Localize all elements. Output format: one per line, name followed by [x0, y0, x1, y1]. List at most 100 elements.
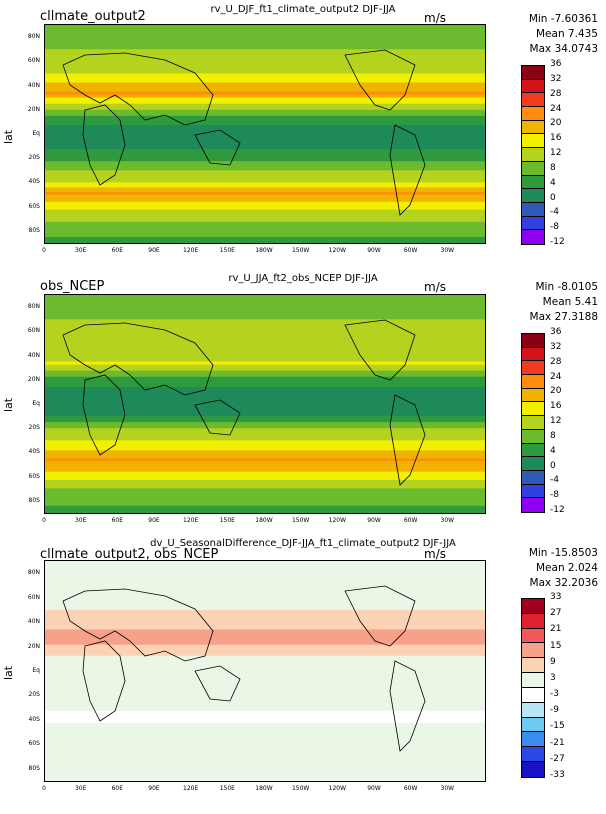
- field-band: [45, 319, 485, 324]
- field-band: [45, 227, 485, 232]
- colorbar: [521, 65, 545, 245]
- field-band: [45, 722, 485, 727]
- field-band: [45, 29, 485, 34]
- field-band: [45, 719, 485, 724]
- coastline: [344, 319, 416, 381]
- chart-title: rv_U_DJF_ft1_climate_output2 DJF-JJA: [210, 4, 396, 15]
- field-band: [45, 327, 485, 332]
- field-band: [45, 647, 485, 651]
- colorbar-swatch: [522, 687, 544, 703]
- field-band: [45, 567, 485, 574]
- y-tick-label: 80N: [27, 33, 40, 41]
- field-band: [45, 452, 485, 456]
- field-band: [45, 561, 485, 568]
- field-band: [45, 597, 485, 603]
- stat-min: Min -15.8503: [528, 547, 598, 559]
- x-tick-label: 150W: [291, 247, 310, 254]
- colorbar-swatch: [522, 148, 544, 162]
- field-band: [45, 740, 485, 745]
- field-band: [45, 502, 485, 507]
- colorbar-tick-label: 24: [550, 371, 562, 382]
- field-band: [45, 609, 485, 615]
- colorbar-tick-label: -15: [550, 721, 565, 732]
- field-band: [45, 419, 485, 423]
- colorbar-tick-label: 0: [550, 192, 556, 203]
- field-band: [45, 79, 485, 84]
- field-band: [45, 407, 485, 411]
- x-tick-label: 90E: [148, 517, 160, 524]
- y-tick-label: 40S: [28, 178, 40, 186]
- field-band: [45, 361, 485, 366]
- colorbar-tick-label: -27: [550, 753, 565, 764]
- field-band: [45, 323, 485, 328]
- field-band: [45, 109, 485, 114]
- field-band: [45, 466, 485, 470]
- field-band: [45, 65, 485, 71]
- stat-max: Max 27.3188: [529, 311, 598, 323]
- field-band: [45, 391, 485, 395]
- field-band: [45, 443, 485, 447]
- colorbar-tick-label: 4: [550, 177, 556, 188]
- field-band: [45, 479, 485, 484]
- x-tick-label: 60E: [111, 785, 124, 792]
- y-tick-label: 20N: [27, 375, 40, 383]
- colorbar-swatch: [522, 628, 544, 644]
- panel-climate-output2: cllmate_output2 rv_U_DJF_ft1_climate_out…: [0, 0, 606, 272]
- field-band: [45, 49, 485, 54]
- stats-box: Min -15.8503 Mean 2.024 Max 32.2036: [529, 546, 598, 591]
- field-band: [45, 91, 485, 96]
- field-band: [45, 167, 485, 171]
- field-band: [45, 456, 485, 460]
- colorbar-swatch: [522, 429, 544, 444]
- field-band: [45, 45, 485, 50]
- field-band: [45, 106, 485, 111]
- x-tick-label: 150E: [219, 247, 235, 254]
- field-band: [45, 121, 485, 126]
- field-band: [45, 190, 485, 193]
- colorbar-tick-label: 15: [550, 640, 562, 651]
- field-band: [45, 776, 485, 781]
- x-tick-label: 0: [42, 785, 46, 792]
- field-band: [45, 295, 485, 300]
- y-tick-label: 80N: [27, 303, 40, 311]
- field-band: [45, 573, 485, 580]
- field-band: [45, 585, 485, 593]
- field-band: [45, 434, 485, 438]
- stat-min: Min -8.0105: [535, 281, 599, 293]
- y-tick-label: 40S: [28, 715, 40, 723]
- chart-title: rv_U_JJA_ft2_obs_NCEP DJF-JJA: [228, 273, 378, 284]
- field-band: [45, 729, 485, 733]
- field-band: [45, 658, 485, 663]
- field-band: [45, 88, 485, 93]
- panel-difference: cllmate_output2, obs_NCEP dv_U_SeasonalD…: [0, 536, 606, 814]
- field-band: [45, 701, 485, 706]
- colorbar-swatch: [522, 334, 544, 348]
- map-field: [45, 295, 485, 513]
- field-band: [45, 683, 485, 688]
- field-band: [45, 698, 485, 703]
- colorbar-swatch: [522, 484, 544, 499]
- x-tick-label: 60E: [111, 517, 124, 524]
- field-band: [45, 230, 485, 235]
- field-band: [45, 732, 485, 737]
- colorbar-tick-label: -8: [550, 222, 559, 233]
- y-axis-label: lat: [2, 665, 15, 680]
- field-band: [45, 69, 485, 75]
- colorbar-swatch: [522, 658, 544, 674]
- field-band: [45, 367, 485, 372]
- x-tick-label: 120W: [328, 785, 347, 792]
- field-band: [45, 161, 485, 165]
- coastline: [194, 665, 241, 702]
- field-band: [45, 179, 485, 184]
- field-band: [45, 355, 485, 360]
- field-band: [45, 618, 485, 623]
- field-band: [45, 396, 485, 401]
- colorbar-tick-label: 12: [550, 148, 562, 158]
- field-band: [45, 158, 485, 162]
- x-tick-label: 180W: [255, 517, 273, 524]
- y-tick-label: 80S: [28, 764, 40, 772]
- y-tick-label: 60S: [28, 472, 40, 480]
- colorbar-tick-label: -21: [550, 737, 565, 748]
- field-band: [45, 687, 485, 692]
- field-band: [45, 149, 485, 153]
